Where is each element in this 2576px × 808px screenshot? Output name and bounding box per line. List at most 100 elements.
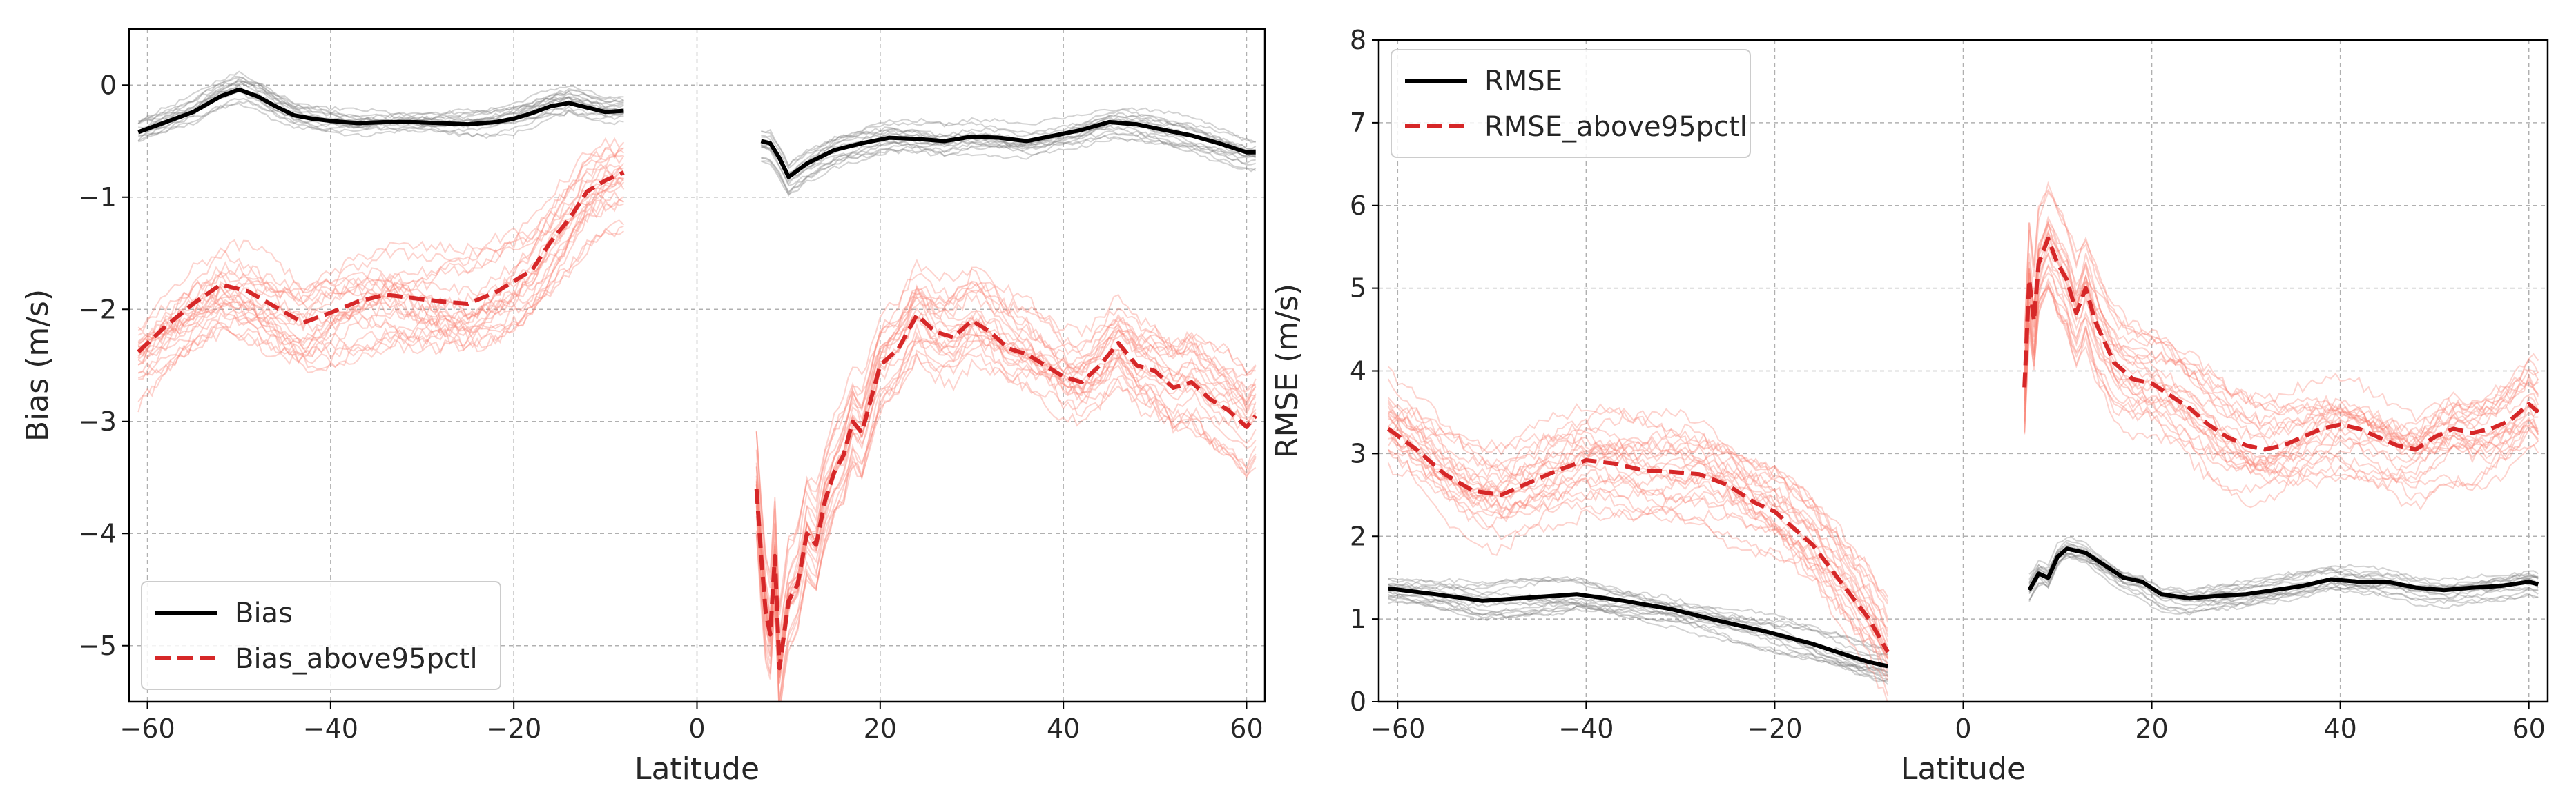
ensemble-member-line [761, 108, 1256, 170]
ensemble-member-line [2024, 252, 2539, 462]
x-tick-label: 20 [864, 713, 897, 744]
ensemble-member-line [2024, 284, 2539, 491]
y-tick-label: −4 [78, 518, 117, 549]
ensemble-member-line [2024, 282, 2539, 509]
legend-label-rmse-above95pctl: RMSE_above95pctl [1484, 111, 1747, 143]
ensemble-member-line [2024, 245, 2539, 475]
legend-label-rmse: RMSE [1484, 66, 1562, 97]
ensemble-member-line [1387, 412, 1888, 651]
ensemble-member-line [2028, 552, 2539, 600]
series-line-bias-above95pctl [754, 313, 1258, 671]
ensemble-member-line [138, 167, 624, 358]
x-tick-label: −20 [486, 713, 541, 744]
ensemble-member-line [755, 353, 1257, 684]
ensemble-member-line [1388, 435, 1888, 629]
rmse-panel: −60 −40 −20 0 20 40 60 0 1 2 3 4 5 6 7 8 Latitude RMSE (m… [1270, 25, 2549, 787]
ensemble-member-line [761, 130, 1257, 187]
y-tick-label: 0 [100, 70, 117, 100]
ensemble-member-line [138, 80, 624, 137]
ensemble-member-line [2024, 272, 2539, 478]
ensemble-member-line [1387, 402, 1889, 667]
ensemble-member-line [1388, 593, 1888, 673]
ensemble-member-line [755, 339, 1257, 702]
x-tick-label: −40 [303, 713, 358, 744]
y-tick-label: 4 [1350, 356, 1366, 386]
ensemble-member-line [2028, 546, 2539, 593]
y-axis-label: Bias (m/s) [20, 289, 55, 442]
ensemble-member-line [2028, 546, 2539, 601]
ensemble-member-line [2028, 553, 2539, 598]
y-tick-label: 2 [1350, 521, 1366, 551]
ensemble-member-line [1387, 462, 1888, 702]
ensemble-member-line [2024, 239, 2539, 451]
ensemble-member-line [137, 198, 624, 359]
ensemble-member-line [755, 286, 1257, 678]
ensemble-member-line [755, 313, 1257, 657]
series-line-rmse [1388, 586, 1888, 669]
y-tick-label: −1 [78, 182, 117, 213]
series-line-bias [137, 87, 624, 135]
y-tick-label: 1 [1350, 604, 1366, 634]
ensemble-member-line [137, 177, 624, 333]
ensemble-member-line [2028, 552, 2539, 614]
ensemble-member-line [137, 163, 625, 366]
legend: RMSE RMSE_above95pctl [1391, 49, 1751, 158]
ensemble-member-line [761, 115, 1256, 168]
ensemble-member-line [137, 180, 625, 366]
ensemble-member-line [1387, 415, 1889, 651]
ensemble-member-line [2024, 264, 2539, 501]
ensemble-member-line [137, 155, 624, 364]
ensemble-member-line [760, 112, 1256, 178]
x-axis-label: Latitude [1901, 751, 2026, 787]
ensemble-member-line [2024, 215, 2539, 464]
ensemble-member-line [755, 273, 1257, 607]
ensemble-member-line [137, 230, 624, 402]
ensemble-member-line [1388, 411, 1889, 602]
legend-box [141, 581, 501, 690]
legend-label-bias-above95pctl: Bias_above95pctl [235, 643, 478, 675]
ensemble-member-line [137, 147, 625, 355]
ensemble-member-line [2024, 181, 2539, 443]
ensemble-member-line [2024, 190, 2539, 447]
ensemble-member-line [2024, 284, 2539, 489]
y-tick-label: 6 [1350, 190, 1366, 221]
ensemble-traces [1387, 181, 2539, 702]
ensemble-member-line [755, 307, 1257, 702]
ensemble-member-line [1388, 597, 1888, 683]
series-lines [1386, 236, 2540, 669]
x-axis-label: Latitude [635, 751, 759, 787]
ensemble-traces [137, 70, 1257, 702]
ensemble-member-line [1387, 413, 1889, 658]
ensemble-member-line [1388, 575, 1888, 651]
series-line-bias-above95pctl [137, 170, 625, 354]
y-axis-label: RMSE (m/s) [1270, 284, 1305, 458]
ensemble-member-line [755, 266, 1257, 609]
ensemble-member-line [137, 162, 625, 344]
x-tick-label: 0 [688, 713, 705, 744]
ensemble-member-line [137, 177, 624, 364]
ensemble-member-line [138, 81, 624, 131]
ensemble-member-line [2024, 219, 2539, 471]
ensemble-member-line [137, 146, 624, 352]
series-line-rmse-above95pctl [2022, 236, 2540, 452]
x-tick-label: 0 [1955, 713, 1971, 744]
ensemble-member-line [137, 190, 624, 379]
ensemble-member-line [755, 295, 1256, 635]
ensemble-member-line [137, 198, 624, 346]
ensemble-member-line [137, 75, 624, 132]
ensemble-member-line [755, 322, 1257, 702]
x-tick-label: −60 [1370, 713, 1425, 744]
ensemble-member-line [755, 307, 1257, 660]
ensemble-member-line [1388, 422, 1889, 660]
y-tick-label: 3 [1350, 438, 1366, 469]
ensemble-member-line [761, 107, 1257, 173]
ensemble-member-line [1388, 597, 1888, 674]
x-tick-label: 60 [1230, 713, 1263, 744]
y-tick-label: 8 [1350, 25, 1366, 55]
ensemble-member-line [1388, 590, 1888, 673]
y-tick-label: −3 [78, 406, 117, 437]
x-tick-label: −20 [1747, 713, 1802, 744]
ensemble-member-line [2024, 287, 2539, 484]
series-line-bias [760, 119, 1256, 179]
ensemble-member-line [760, 121, 1256, 175]
